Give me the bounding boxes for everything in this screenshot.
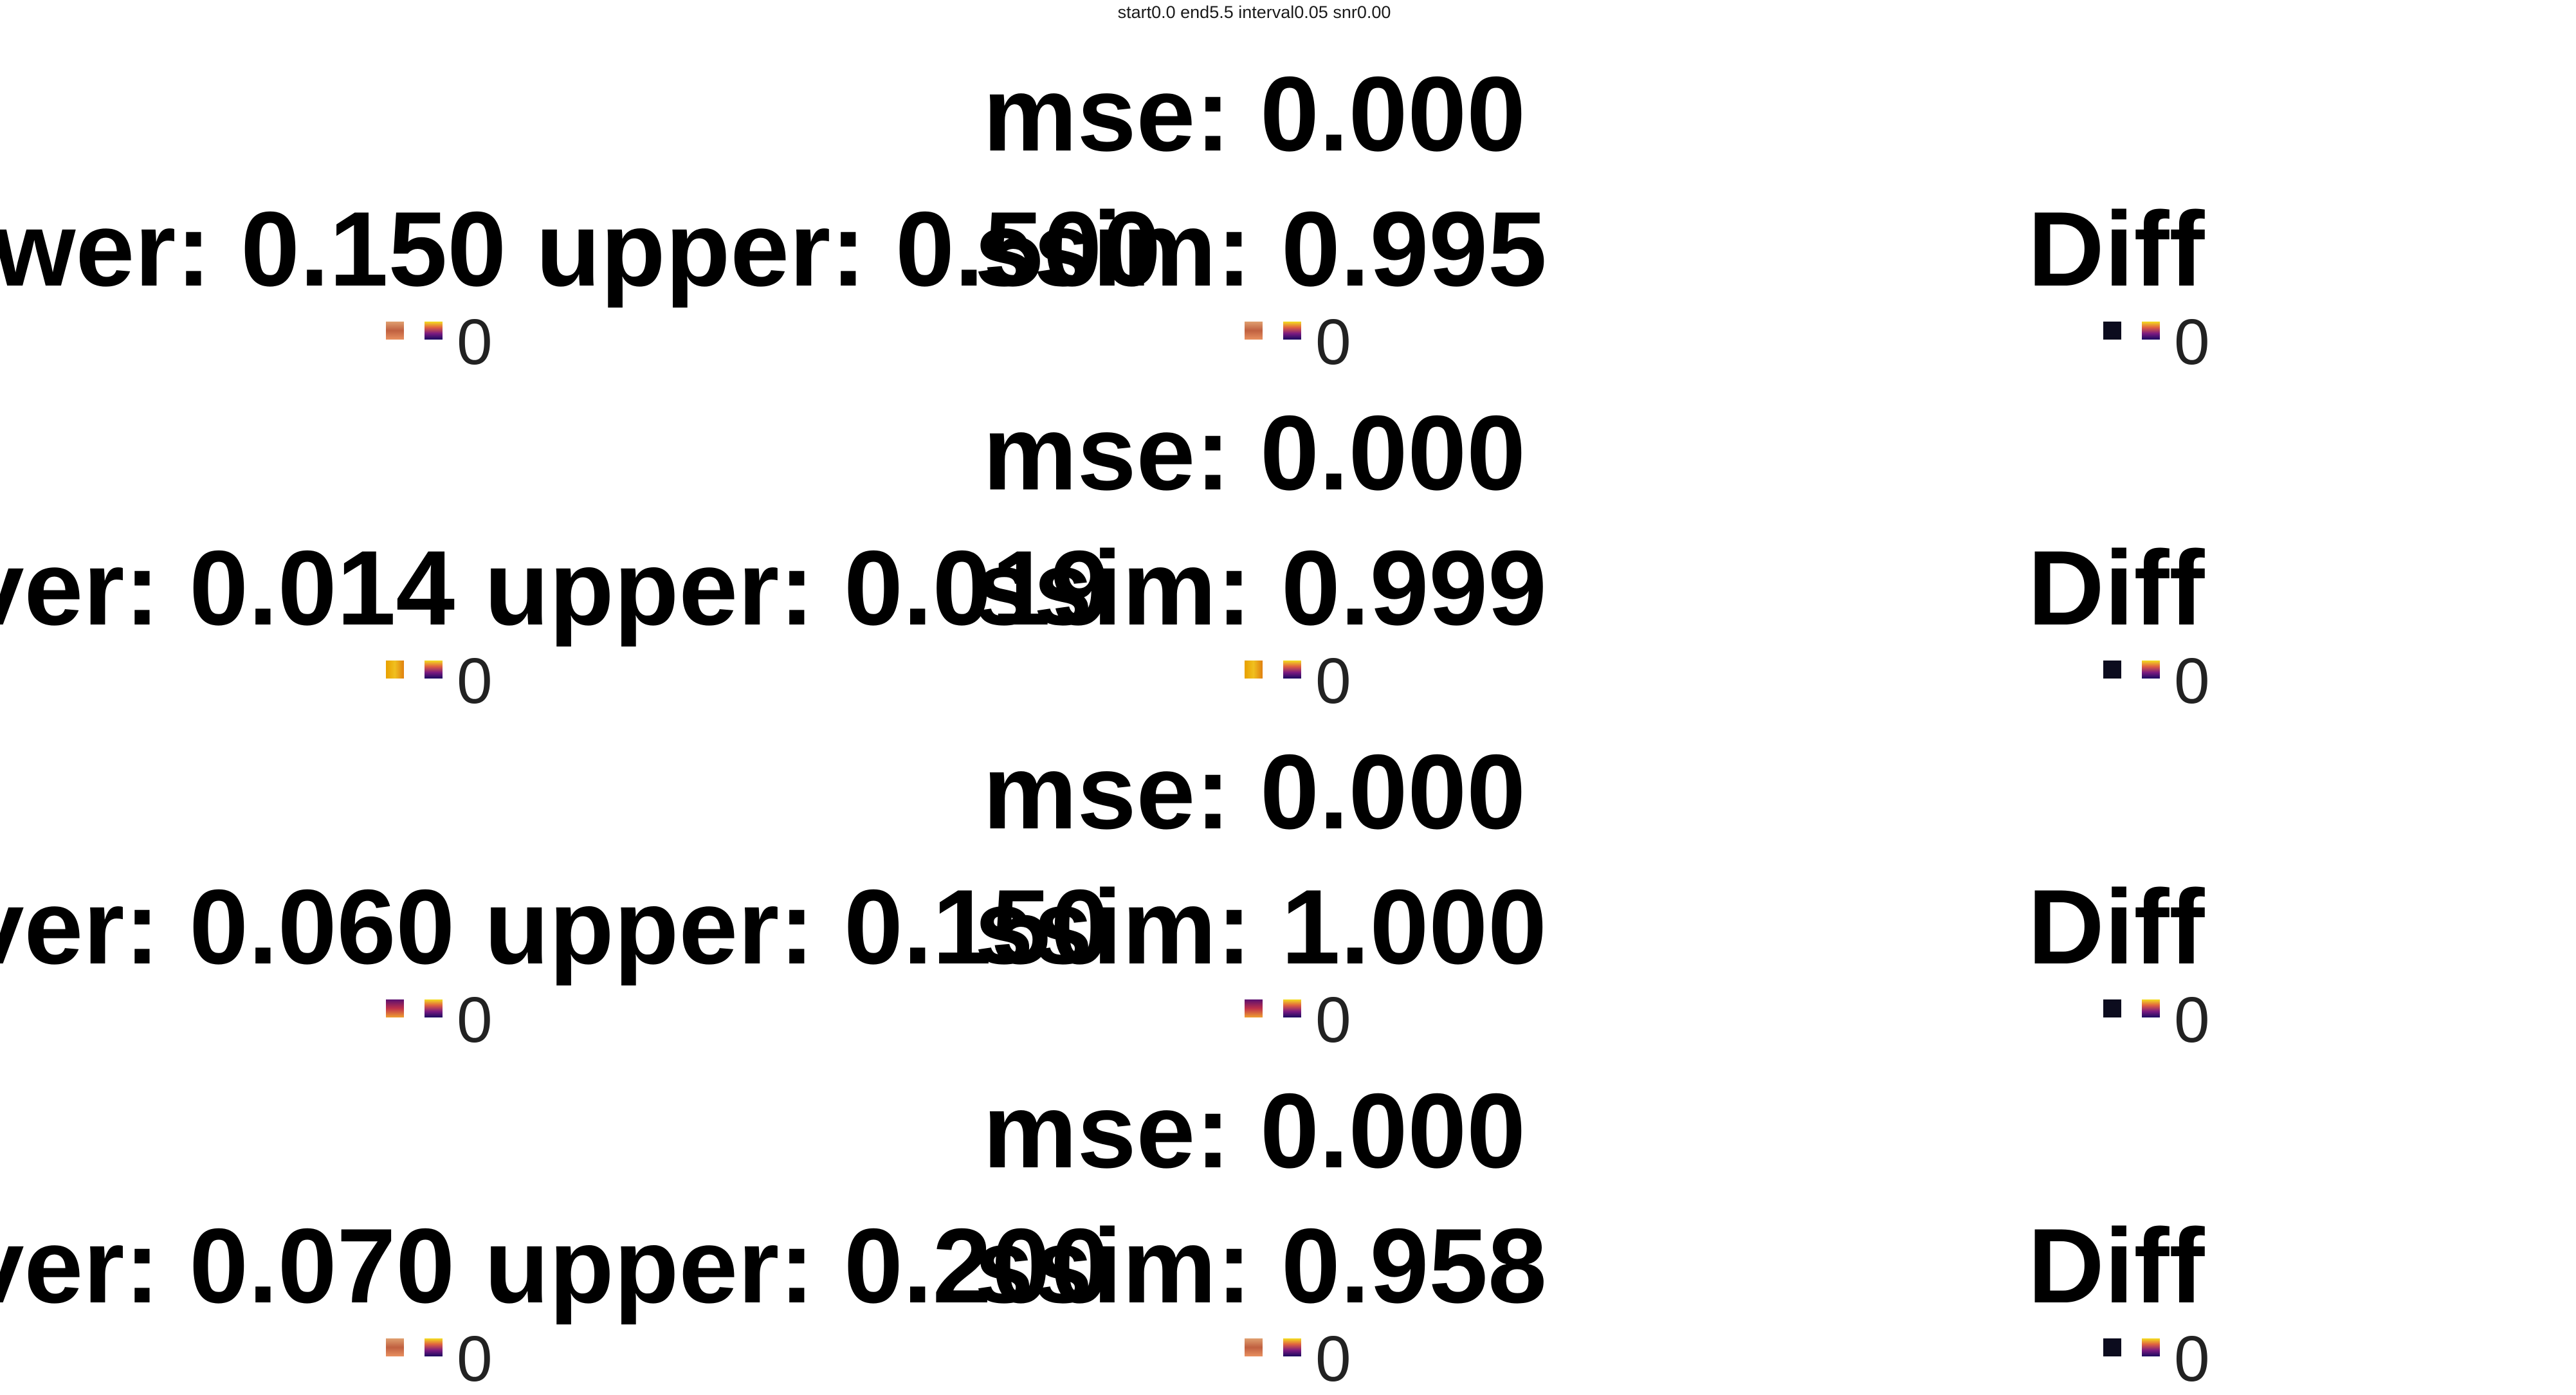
colorbar-swatch — [2142, 999, 2160, 1017]
image-thumbnail — [386, 322, 404, 340]
diff-thumbnail — [2103, 999, 2121, 1017]
figure-row: ver: 0.014 upper: 0.019 mse: 0.000 ssim:… — [0, 339, 2576, 714]
colorbar-swatch — [1283, 1338, 1301, 1356]
image-thumbnail — [1245, 1338, 1263, 1356]
image-thumbnail — [386, 1338, 404, 1356]
image-thumbnail — [386, 999, 404, 1017]
mse-title: mse: 0.000 — [983, 55, 1526, 173]
colorbar-swatch — [425, 1338, 443, 1356]
figure-row: wer: 0.150 upper: 0.500 mse: 0.000 ssim:… — [0, 0, 2576, 375]
colorbar-tick-label: 0 — [2174, 306, 2210, 378]
ssim-title: ssim: 0.958 — [974, 1207, 1547, 1325]
mse-title: mse: 0.000 — [983, 394, 1526, 512]
diff-thumbnail — [2103, 322, 2121, 340]
colorbar-swatch — [2142, 661, 2160, 679]
colorbar-swatch — [2142, 322, 2160, 340]
colorbar-tick-label: 0 — [457, 984, 493, 1056]
colorbar-tick-label: 0 — [2174, 984, 2210, 1056]
image-thumbnail — [1245, 322, 1263, 340]
image-thumbnail — [1245, 999, 1263, 1017]
colorbar-swatch — [425, 661, 443, 679]
ssim-title: ssim: 0.995 — [974, 190, 1547, 308]
window-title: ver: 0.014 upper: 0.019 — [0, 529, 1110, 647]
colorbar-swatch — [2142, 1338, 2160, 1356]
colorbar-tick-label: 0 — [1315, 306, 1351, 378]
image-thumbnail — [386, 661, 404, 679]
diff-title: Diff — [2027, 868, 2205, 986]
figure-suptitle: start0.0 end5.5 interval0.05 snr0.00 — [1117, 3, 1391, 22]
mse-title: mse: 0.000 — [983, 1071, 1526, 1190]
colorbar-tick-label: 0 — [1315, 1323, 1351, 1395]
window-title: wer: 0.150 upper: 0.500 — [0, 190, 1161, 308]
colorbar-swatch — [1283, 322, 1301, 340]
window-title: ver: 0.070 upper: 0.200 — [0, 1207, 1110, 1325]
diff-thumbnail — [2103, 661, 2121, 679]
colorbar-swatch — [1283, 661, 1301, 679]
colorbar-tick-label: 0 — [457, 1323, 493, 1395]
colorbar-tick-label: 0 — [457, 306, 493, 378]
colorbar-tick-label: 0 — [1315, 984, 1351, 1056]
figure-row: ver: 0.060 upper: 0.150 mse: 0.000 ssim:… — [0, 678, 2576, 1053]
diff-title: Diff — [2027, 1207, 2205, 1325]
diff-title: Diff — [2027, 529, 2205, 647]
colorbar-swatch — [1283, 999, 1301, 1017]
mse-title: mse: 0.000 — [983, 733, 1526, 851]
colorbar-swatch — [425, 999, 443, 1017]
image-thumbnail — [1245, 661, 1263, 679]
figure-row: ver: 0.070 upper: 0.200 mse: 0.000 ssim:… — [0, 1017, 2576, 1392]
ssim-title: ssim: 0.999 — [974, 529, 1547, 647]
diff-thumbnail — [2103, 1338, 2121, 1356]
diff-title: Diff — [2027, 190, 2205, 308]
colorbar-tick-label: 0 — [1315, 645, 1351, 717]
ssim-title: ssim: 1.000 — [974, 868, 1547, 986]
colorbar-swatch — [425, 322, 443, 340]
colorbar-tick-label: 0 — [457, 645, 493, 717]
colorbar-tick-label: 0 — [2174, 1323, 2210, 1395]
window-title: ver: 0.060 upper: 0.150 — [0, 868, 1110, 986]
colorbar-tick-label: 0 — [2174, 645, 2210, 717]
